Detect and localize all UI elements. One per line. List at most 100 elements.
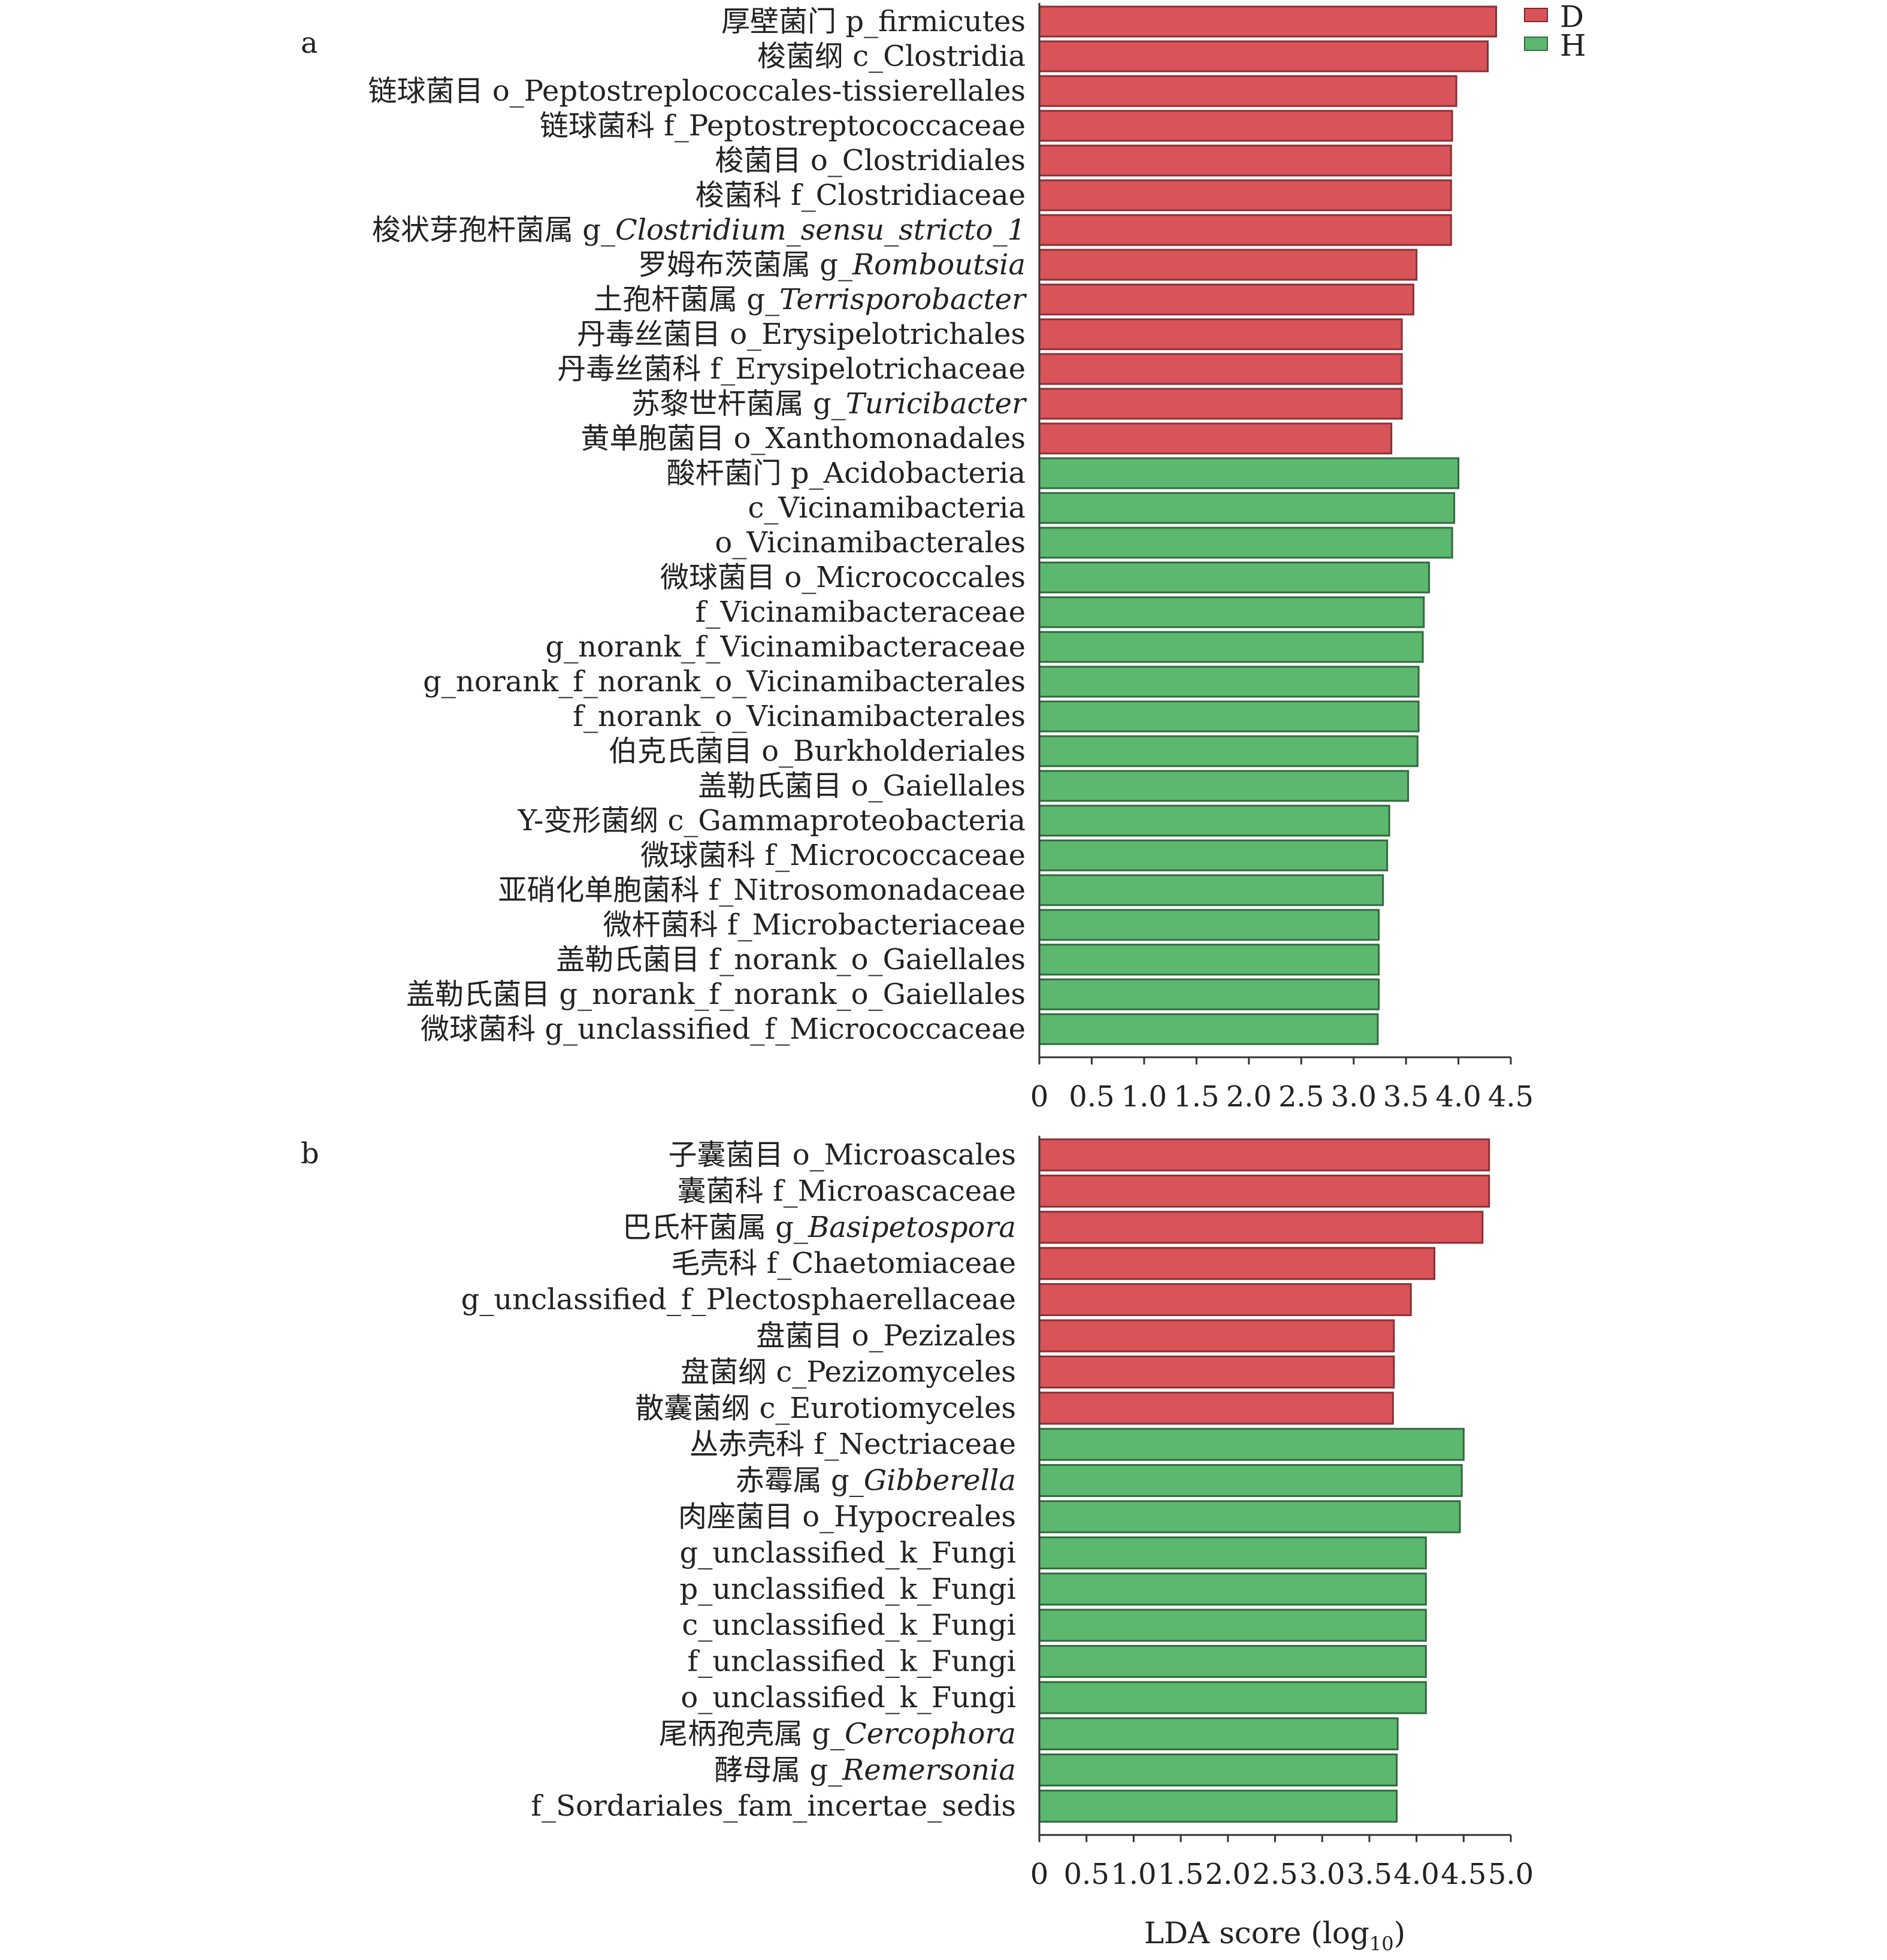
legend-label-h: H xyxy=(1560,28,1586,63)
panel-a-bar-1 xyxy=(1038,40,1489,72)
legend-label-d: D xyxy=(1560,0,1584,34)
panel-b-category-label-0: 子囊菌目 o_Microascales xyxy=(668,1138,1016,1172)
panel-a-bar-26 xyxy=(1038,909,1380,941)
panel-b-bar-5 xyxy=(1038,1319,1395,1353)
panel-a-bar-11 xyxy=(1038,388,1403,420)
panel-b-category-label-5: 盘菌目 o_Pezizales xyxy=(756,1319,1016,1353)
panel-b-x-tick-label-3: 1.5 xyxy=(1158,1858,1203,1891)
panel-a-category-label-10: 丹毒丝菌科 f_Erysipelotrichaceae xyxy=(557,352,1026,386)
panel-a-bar-10 xyxy=(1038,353,1403,385)
panel-b-x-tick-label-1: 0.5 xyxy=(1064,1858,1109,1891)
panel-a-x-tick-label-1: 0.5 xyxy=(1069,1080,1114,1114)
panel-a-bar-15 xyxy=(1038,527,1453,559)
x-axis-label: LDA score (log10) xyxy=(1144,1916,1405,1955)
legend-swatch-h xyxy=(1524,37,1548,51)
panel-a-bar-19 xyxy=(1038,666,1420,698)
panel-a-bar-8 xyxy=(1038,283,1414,316)
panel-b-category-label-11: g_unclassified_k_Fungi xyxy=(680,1536,1016,1569)
panel-a-category-label-29: 微球菌科 g_unclassified_f_Micrococcaceae xyxy=(421,1012,1026,1046)
panel-b-bar-6 xyxy=(1038,1355,1395,1389)
panel-a-bar-24 xyxy=(1038,839,1389,872)
panel-a-category-label-19: g_norank_f_norank_o_Vicinamibacterales xyxy=(423,665,1026,698)
panel-a-bar-28 xyxy=(1038,978,1380,1011)
panel-b-x-tick-label-4: 2.0 xyxy=(1205,1858,1251,1891)
panel-a-category-label-28: 盖勒氏菌目 g_norank_f_norank_o_Gaiellales xyxy=(406,978,1026,1011)
panel-a-category-label-13: 酸杆菌门 p_Acidobacteria xyxy=(667,456,1026,490)
panel-b-bar-1 xyxy=(1038,1174,1490,1208)
panel-a-category-label-6: 梭状芽孢杆菌属 g_Clostridium_sensu_stricto_1 xyxy=(372,213,1026,247)
panel-b-category-label-8: 丛赤壳科 f_Nectriaceae xyxy=(690,1427,1016,1461)
panel-a-x-tick-label-9: 4.5 xyxy=(1488,1080,1534,1114)
panel-a-bar-22 xyxy=(1038,770,1410,802)
panel-a-bar-6 xyxy=(1038,214,1452,246)
panel-a-bar-4 xyxy=(1038,144,1452,177)
panel-b-category-label-12: p_unclassified_k_Fungi xyxy=(680,1572,1016,1606)
panel-a-category-label-22: 盖勒氏菌目 o_Gaiellales xyxy=(698,769,1026,803)
panel-a-category-label-16: 微球菌目 o_Micrococcales xyxy=(660,561,1026,594)
panel-a-category-label-9: 丹毒丝菌目 o_Erysipelotrichales xyxy=(577,317,1026,351)
panel-b-category-label-10: 肉座菌目 o_Hypocreales xyxy=(678,1500,1016,1533)
panel-a-bar-16 xyxy=(1038,561,1431,594)
panel-b-category-label-17: 酵母属 g_Remersonia xyxy=(714,1753,1016,1787)
panel-a-x-tick-label-5: 2.5 xyxy=(1278,1080,1324,1114)
panel-a-category-label-3: 链球菌科 f_Peptostreptococcaceae xyxy=(540,109,1026,143)
panel-a-category-label-17: f_Vicinamibacteraceae xyxy=(695,595,1026,629)
panel-a-bar-3 xyxy=(1038,110,1453,142)
panel-a-category-label-27: 盖勒氏菌目 f_norank_o_Gaiellales xyxy=(556,943,1026,976)
panel-b-category-label-1: 囊菌科 f_Microascaceae xyxy=(678,1174,1016,1208)
panel-b-bar-0 xyxy=(1038,1138,1490,1172)
panel-a-category-label-26: 微杆菌科 f_Microbacteriaceae xyxy=(603,908,1026,942)
panel-b-bar-14 xyxy=(1038,1645,1427,1678)
panel-a-category-label-5: 梭菌科 f_Clostridiaceae xyxy=(695,179,1026,212)
panel-a-bar-29 xyxy=(1038,1013,1379,1045)
legend-swatch-d xyxy=(1524,8,1548,22)
panel-a-category-label-4: 梭菌目 o_Clostridiales xyxy=(715,144,1026,177)
panel-b-category-label-9: 赤霉属 g_Gibberella xyxy=(736,1464,1016,1498)
panel-a-category-label-2: 链球菌目 o_Peptostreplococcales-tissierellal… xyxy=(368,74,1026,108)
panel-b-tag: b xyxy=(301,1137,319,1170)
panel-b-bar-10 xyxy=(1038,1500,1461,1533)
panel-b-bar-8 xyxy=(1038,1427,1465,1461)
panel-b-bar-16 xyxy=(1038,1717,1399,1750)
panel-a-x-tick-label-2: 1.0 xyxy=(1121,1080,1167,1114)
panel-a-category-label-18: g_norank_f_Vicinamibacteraceae xyxy=(546,630,1026,664)
panel-b-x-tick-label-10: 5.0 xyxy=(1488,1858,1534,1891)
panel-a-bar-18 xyxy=(1038,631,1424,663)
panel-a-category-label-15: o_Vicinamibacterales xyxy=(715,526,1026,559)
panel-a-x-tick-label-4: 2.0 xyxy=(1226,1080,1272,1114)
panel-b-bar-13 xyxy=(1038,1608,1427,1642)
panel-a-bar-17 xyxy=(1038,596,1425,628)
panel-a-category-label-24: 微球菌科 f_Micrococcaceae xyxy=(640,839,1026,872)
panel-a-x-tick-label-7: 3.5 xyxy=(1383,1080,1429,1114)
panel-a-bar-23 xyxy=(1038,804,1390,837)
panel-a-bar-21 xyxy=(1038,735,1419,767)
panel-a-category-label-25: 亚硝化单胞菌科 f_Nitrosomonadaceae xyxy=(498,873,1026,907)
panel-a-category-label-0: 厚壁菌门 p_firmicutes xyxy=(721,5,1026,38)
panel-b-category-label-18: f_Sordariales_fam_incertae_sedis xyxy=(531,1789,1016,1823)
panel-a-bar-14 xyxy=(1038,492,1456,524)
panel-a-x-tick-label-6: 3.0 xyxy=(1331,1080,1377,1114)
panel-a-bar-5 xyxy=(1038,179,1452,211)
panel-b-category-label-4: g_unclassified_f_Plectosphaerellaceae xyxy=(461,1283,1016,1317)
panel-b-x-tick-label-8: 4.0 xyxy=(1393,1858,1439,1891)
panel-b-category-label-6: 盘菌纲 c_Pezizomyceles xyxy=(681,1355,1016,1389)
panel-a-category-label-23: Y-变形菌纲 c_Gammaproteobacteria xyxy=(518,804,1026,837)
panel-a-bar-12 xyxy=(1038,422,1393,455)
panel-b-bar-4 xyxy=(1038,1283,1412,1317)
panel-b-x-tick-label-6: 3.0 xyxy=(1299,1858,1345,1891)
panel-b-x-tick-label-7: 3.5 xyxy=(1347,1858,1392,1891)
panel-b-category-label-16: 尾柄孢壳属 g_Cercophora xyxy=(659,1717,1016,1750)
panel-b-bar-11 xyxy=(1038,1536,1427,1569)
panel-b-x-tick-label-9: 4.5 xyxy=(1441,1858,1486,1891)
panel-b-bar-12 xyxy=(1038,1572,1427,1606)
panel-a-tag: a xyxy=(301,26,318,60)
panel-b-category-label-15: o_unclassified_k_Fungi xyxy=(681,1681,1016,1714)
panel-a-bar-7 xyxy=(1038,249,1418,281)
panel-b-category-label-13: c_unclassified_k_Fungi xyxy=(682,1608,1016,1642)
legend: D H xyxy=(1524,0,1586,63)
panel-a-category-label-21: 伯克氏菌目 o_Burkholderiales xyxy=(609,734,1026,768)
panel-a-category-label-11: 苏黎世杆菌属 g_Turicibacter xyxy=(631,387,1027,421)
panel-b-bar-3 xyxy=(1038,1247,1435,1280)
